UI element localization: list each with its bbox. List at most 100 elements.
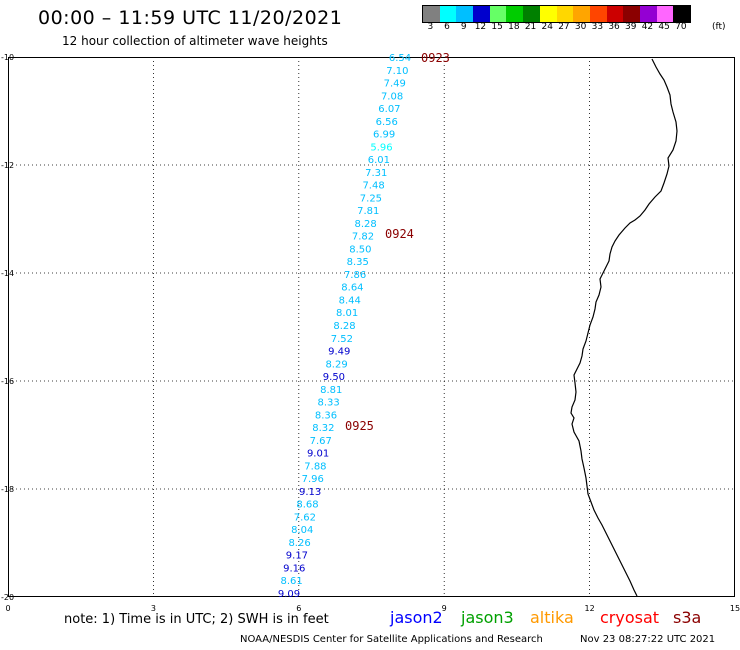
color-scale-swatch: [539, 6, 557, 22]
chart-subtitle: 12 hour collection of altimeter wave hei…: [62, 34, 328, 48]
color-scale-label: 36: [608, 22, 620, 32]
wave-height-label: 8.50: [349, 244, 371, 255]
wave-height-label: 7.82: [352, 232, 374, 243]
generated-timestamp: Nov 23 08:27:22 UTC 2021: [580, 634, 716, 645]
color-scale-label: 3: [427, 22, 434, 32]
wave-height-label: 8.36: [315, 410, 337, 421]
legend-jason2: jason2: [390, 608, 443, 627]
wave-height-label: 8.01: [336, 308, 358, 319]
wave-height-label: 7.10: [386, 66, 408, 77]
color-scale-label: 15: [491, 22, 503, 32]
wave-height-label: 5.96: [370, 142, 392, 153]
color-scale-swatch: [556, 6, 574, 22]
wave-height-label: 8.68: [296, 500, 318, 511]
coastline-path: [570, 58, 678, 597]
color-scale-label: 30: [574, 22, 587, 32]
color-scale-label: 70: [675, 22, 687, 32]
legend-s3a: s3a: [673, 608, 702, 627]
lat-tick-label: -12: [1, 161, 14, 170]
wave-height-label: 7.49: [384, 79, 406, 90]
wave-height-label: 9.01: [307, 449, 329, 460]
color-scale-label: 18: [508, 22, 520, 32]
color-scale-swatch: [523, 6, 540, 22]
color-scale-label: 39: [625, 22, 637, 32]
lat-tick-label: -10: [1, 53, 14, 62]
color-scale-label: 42: [641, 22, 654, 32]
color-scale-label: 21: [524, 22, 537, 32]
wave-height-label: 9.13: [299, 487, 321, 498]
lon-tick-label: 3: [151, 604, 156, 613]
footnote: note: 1) Time is in UTC; 2) SWH is in fe…: [64, 612, 329, 627]
color-scale-swatch: [589, 6, 607, 22]
chart-title: 00:00 – 11:59 UTC 11/20/2021: [38, 7, 343, 29]
wave-height-label: 7.88: [304, 461, 326, 472]
wave-height-label: 6.56: [376, 117, 398, 128]
wave-height-label: 7.81: [357, 206, 379, 217]
pass-time-label: 0924: [385, 227, 414, 241]
grid-lines: [8, 57, 735, 597]
pass-time-label: 0925: [345, 419, 374, 433]
color-scale-swatch: [506, 6, 524, 22]
wave-height-label: 8.26: [288, 538, 310, 549]
color-scale-label: 12: [474, 22, 487, 32]
coastline: [570, 58, 678, 597]
color-scale-swatch: [439, 6, 457, 22]
color-scale-label: 27: [558, 22, 570, 32]
wave-height-track: 6.54 7.10 7.497.08 6.07 6.56 6.995.96 6.01 7.31…: [278, 53, 411, 600]
wave-height-label: 8.28: [333, 321, 355, 332]
color-scale-swatch: [423, 6, 440, 22]
wave-height-label: 8.81: [320, 385, 342, 396]
lat-tick-label: -16: [1, 377, 14, 386]
lat-tick-label: -18: [1, 485, 14, 494]
color-scale-swatch: [656, 6, 674, 22]
lat-tick-label: -20: [1, 593, 14, 602]
lon-tick-label: 9: [442, 604, 447, 613]
color-scale-swatch: [639, 6, 657, 22]
color-scale-swatch: [673, 6, 690, 22]
color-scale-swatch: [606, 6, 624, 22]
legend-altika: altika: [530, 608, 574, 627]
wave-height-label: 7.86: [344, 270, 366, 281]
wave-height-label: 7.48: [362, 181, 384, 192]
color-scale-swatch: [573, 6, 590, 22]
wave-height-label: 7.96: [302, 474, 324, 485]
wave-height-label: 9.50: [323, 372, 345, 383]
color-scale-label: 33: [591, 22, 604, 32]
wave-height-label: 8.29: [325, 359, 347, 370]
color-scale-bar: [422, 5, 691, 23]
axis-ticks: 0 3 6 9 12 15 -10 -12 -14 -16 -18 -20: [1, 53, 740, 613]
wave-height-label: 7.31: [365, 168, 387, 179]
wave-height-label: 9.16: [283, 563, 305, 574]
color-scale-label: 45: [658, 22, 670, 32]
wave-height-label: 8.33: [318, 398, 340, 409]
map-frame: [8, 57, 735, 597]
lon-tick-label: 6: [296, 604, 301, 613]
lat-tick-label: -14: [1, 269, 14, 278]
wave-height-label: 9.49: [328, 347, 350, 358]
wave-height-label: 8.32: [312, 423, 334, 434]
wave-height-label: 7.62: [294, 512, 316, 523]
wave-height-label: 7.52: [331, 334, 353, 345]
wave-height-label: 7.08: [381, 91, 403, 102]
color-scale-unit: (ft): [712, 22, 726, 32]
wave-height-label: 8.35: [347, 257, 369, 268]
color-scale-swatch: [456, 6, 474, 22]
lon-tick-label: 15: [730, 604, 740, 613]
wave-height-label: 9.09: [278, 589, 300, 600]
wave-height-label: 6.01: [368, 155, 390, 166]
color-scale-swatch: [473, 6, 490, 22]
wave-height-label: 6.54: [389, 53, 411, 64]
wave-height-label: 8.04: [291, 525, 313, 536]
pass-time-label: 0923: [421, 51, 450, 65]
color-scale-label: 24: [541, 22, 553, 32]
wave-height-label: 8.61: [281, 576, 303, 587]
lon-tick-label: 12: [585, 604, 595, 613]
wave-height-label: 9.17: [286, 551, 308, 562]
lon-tick-label: 0: [5, 604, 10, 613]
wave-height-label: 8.44: [339, 295, 361, 306]
wave-height-label: 6.07: [378, 104, 400, 115]
wave-height-label: 7.67: [310, 436, 332, 447]
color-scale-swatch: [623, 6, 640, 22]
color-scale-swatch: [489, 6, 507, 22]
